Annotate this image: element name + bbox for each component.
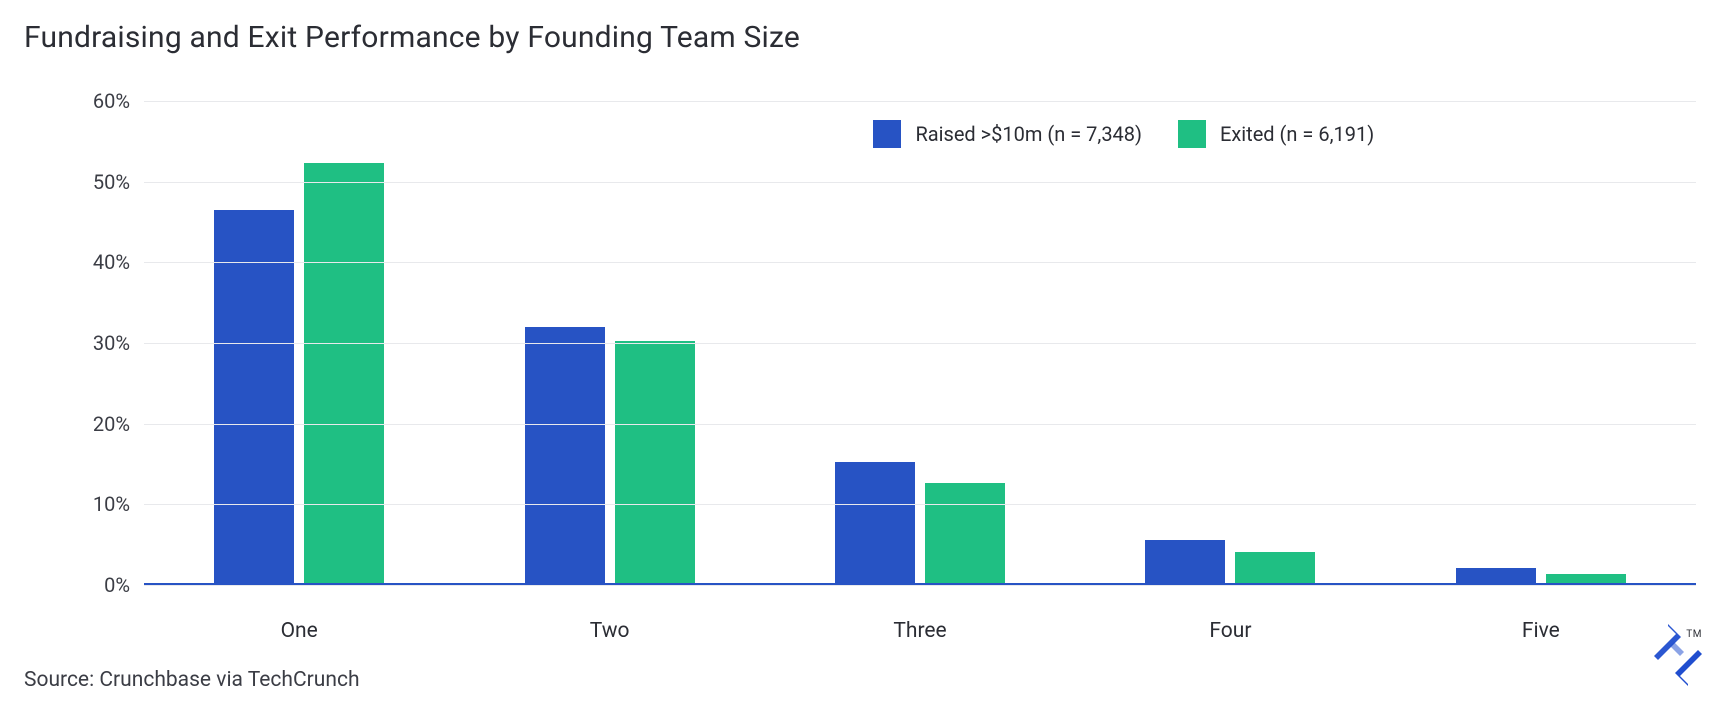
legend-swatch: [1178, 120, 1206, 148]
y-tick-label: 10%: [93, 492, 130, 516]
x-tick-label: Two: [454, 619, 764, 643]
legend-label: Exited (n = 6,191): [1220, 122, 1374, 146]
x-tick-label: Three: [765, 619, 1075, 643]
legend-label: Raised >$10m (n = 7,348): [915, 122, 1142, 146]
y-tick-label: 30%: [93, 331, 130, 355]
page: Fundraising and Exit Performance by Foun…: [0, 0, 1720, 706]
source-label: Source: Crunchbase via TechCrunch: [24, 668, 360, 692]
legend-item-exited: Exited (n = 6,191): [1178, 120, 1374, 148]
gridline: [144, 585, 1696, 586]
legend: Raised >$10m (n = 7,348) Exited (n = 6,19…: [873, 120, 1374, 148]
y-tick-label: 60%: [93, 89, 130, 113]
legend-item-raised: Raised >$10m (n = 7,348): [873, 120, 1142, 148]
toptal-logo: TM: [1654, 624, 1702, 690]
x-axis-baseline: [144, 583, 1696, 585]
bar-exited: [615, 341, 695, 585]
bar-pair: [214, 163, 384, 585]
y-axis: 0%10%20%30%40%50%60%: [24, 85, 144, 585]
y-tick-label: 40%: [93, 250, 130, 274]
bar-group: [1075, 85, 1385, 585]
trademark-label: TM: [1686, 629, 1702, 640]
chart-title: Fundraising and Exit Performance by Foun…: [24, 20, 1696, 55]
bar-raised: [525, 327, 605, 585]
bar-exited: [304, 163, 384, 585]
y-tick-label: 20%: [93, 412, 130, 436]
x-tick-label: Four: [1075, 619, 1385, 643]
x-tick-label: Five: [1386, 619, 1696, 643]
bar-group: [454, 85, 764, 585]
gridline: [144, 504, 1696, 505]
bar-raised: [835, 462, 915, 585]
bar-raised: [1145, 540, 1225, 585]
bar-group: [765, 85, 1075, 585]
gridline: [144, 182, 1696, 183]
gridline: [144, 101, 1696, 102]
y-tick-label: 50%: [93, 170, 130, 194]
gridline: [144, 262, 1696, 263]
bar-group: [1386, 85, 1696, 585]
x-axis-labels: OneTwoThreeFourFive: [144, 619, 1696, 643]
bar-group: [144, 85, 454, 585]
x-tick-label: One: [144, 619, 454, 643]
gridline: [144, 424, 1696, 425]
bar-pair: [525, 327, 695, 585]
plot-area: Raised >$10m (n = 7,348) Exited (n = 6,19…: [144, 85, 1696, 585]
bar-exited: [925, 483, 1005, 585]
bar-pair: [835, 462, 1005, 585]
gridline: [144, 343, 1696, 344]
bar-pair: [1145, 540, 1315, 585]
y-tick-label: 0%: [104, 573, 130, 597]
bar-groups: [144, 85, 1696, 585]
bar-exited: [1235, 552, 1315, 585]
chart: 0%10%20%30%40%50%60% Raised >$10m (n = 7…: [24, 85, 1696, 585]
legend-swatch: [873, 120, 901, 148]
bar-raised: [214, 210, 294, 585]
